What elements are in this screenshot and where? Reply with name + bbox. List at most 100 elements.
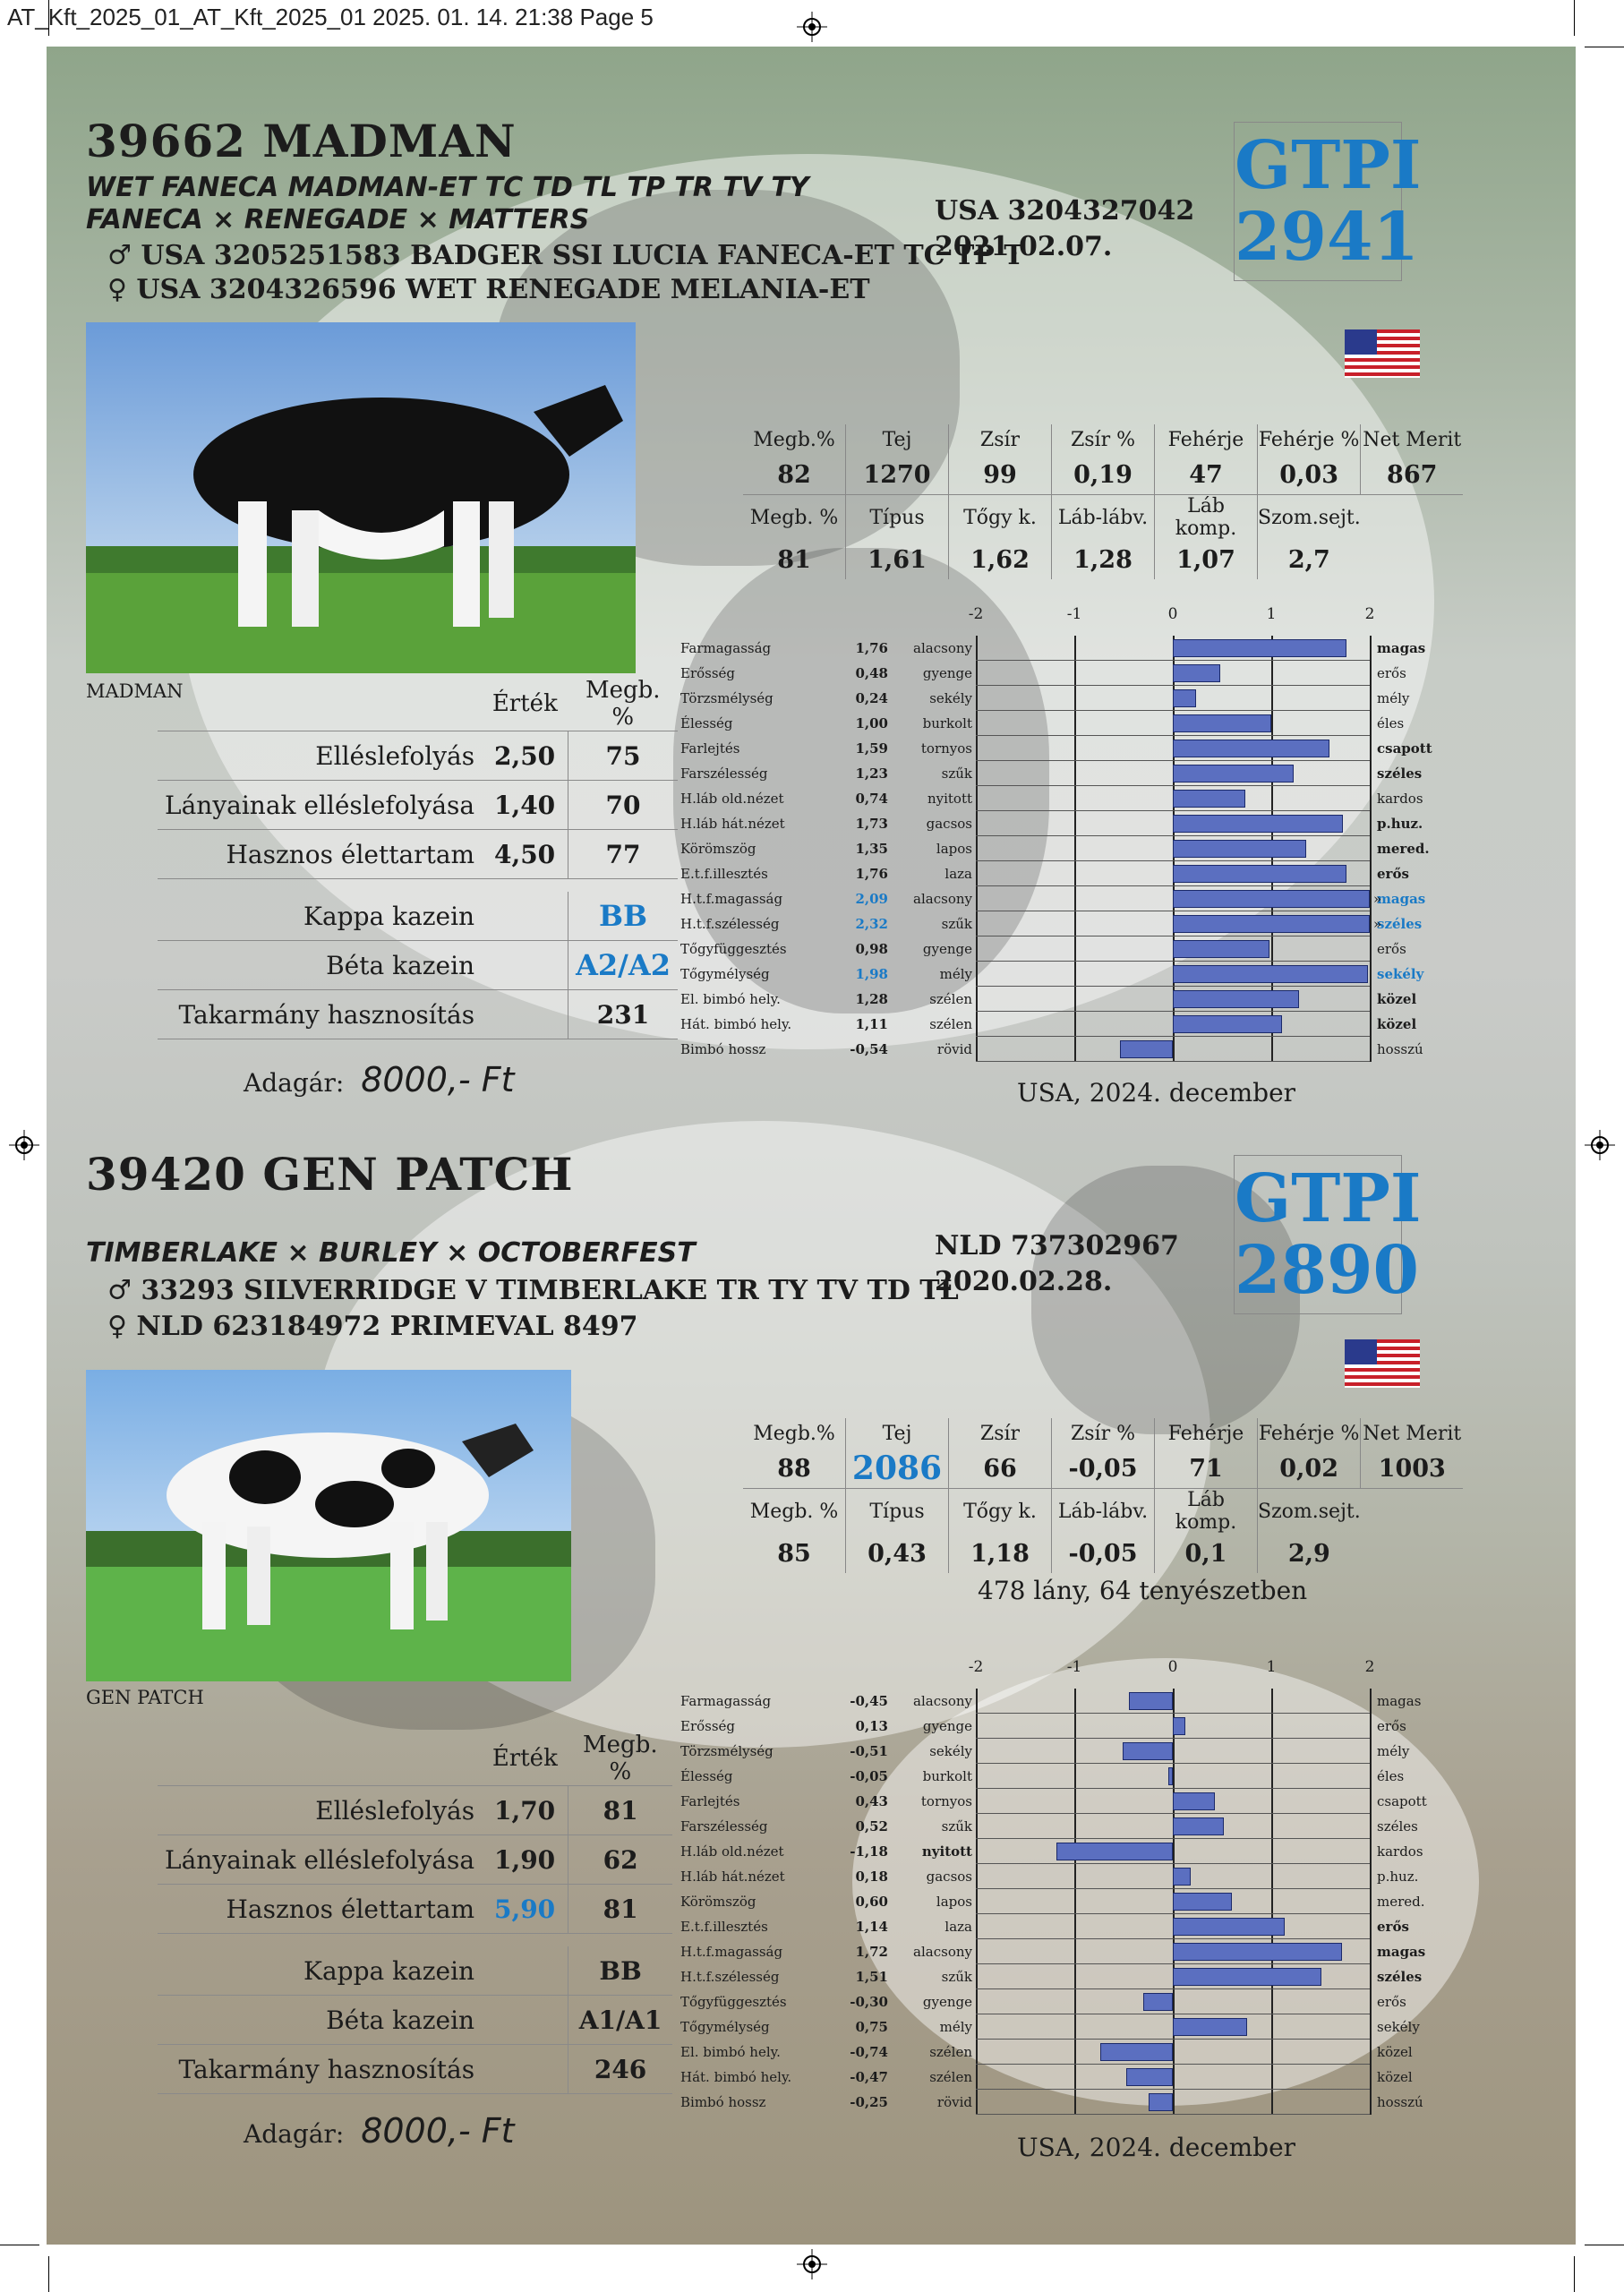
stat-value: 1003 [1360, 1449, 1464, 1489]
trait-low-label: rövid [936, 2094, 972, 2110]
stat-label: Fehérje % [1256, 1418, 1361, 1449]
row-divider [976, 1913, 1370, 1914]
stat-value: 0,43 [845, 1534, 949, 1573]
trait-name: H.t.f.szélesség [680, 1969, 780, 1985]
trait-value: 1,76 [855, 640, 888, 656]
trait-high-label: közel [1377, 991, 1417, 1007]
trait-value: 1,72 [855, 1944, 888, 1960]
spacer-cell [482, 940, 568, 990]
stat-label: Láb-lábv. [1051, 1488, 1155, 1534]
stat-label: Láb-lábv. [1051, 494, 1155, 540]
trait-row: Körömszög 0,60 lapos mered. [680, 1889, 1477, 1914]
crop-mark [1574, 2256, 1575, 2292]
trait-value: 0,98 [855, 941, 888, 957]
linear-chart-caption: USA, 2024. december [1017, 1078, 1296, 1108]
trait-row: Élesség 1,00 burkolt éles [680, 711, 1477, 736]
axis-tick-label: 0 [1167, 605, 1178, 623]
trait-bar [1173, 664, 1220, 682]
ev-percent: 70 [568, 780, 678, 830]
trait-value: -0,05 [850, 1768, 888, 1784]
spacer-cell [482, 1946, 568, 1996]
row-divider [976, 1763, 1370, 1764]
price-label: Adagár: [244, 1068, 345, 1098]
breeding-values-table: Érték Megb. % Elléslefolyás 2,50 75 Lányainak… [158, 677, 678, 1039]
trait-value: 1,23 [855, 765, 888, 782]
stat-value: 867 [1360, 455, 1464, 495]
trait-name: Farmagasság [680, 1693, 772, 1709]
ev-value: 1,70 [482, 1785, 568, 1835]
stat-value: 2,7 [1256, 540, 1361, 579]
trait-row: Tőgymélység 1,98 mély sekély [680, 962, 1477, 987]
grid-line [976, 1689, 978, 2115]
axis-tick-label: 2 [1364, 605, 1375, 623]
trait-low-label: szélen [929, 2069, 972, 2085]
trait-row: Tőgyfüggesztés 0,98 gyenge erős [680, 936, 1477, 962]
trait-high-label: magas [1377, 640, 1426, 656]
trait-high-label: p.huz. [1377, 816, 1423, 832]
grid-line [1271, 1689, 1273, 2115]
stat-value: 81 [777, 545, 811, 574]
stat-value: 71 [1154, 1449, 1258, 1489]
axis-tick-label: -1 [1066, 605, 1082, 623]
stat-label: Tőgy k. [948, 494, 1052, 540]
ev-percent: 81 [568, 1785, 673, 1835]
trait-low-label: alacsony [913, 1944, 972, 1960]
trait-name: H.t.f.szélesség [680, 916, 780, 932]
trait-row: H.t.f.szélesség 2,32 szűk széles» [680, 911, 1477, 936]
trait-bar [1173, 740, 1329, 757]
row-divider [976, 1938, 1370, 1939]
stat-value: 82 [743, 455, 846, 495]
trait-name: E.t.f.illesztés [680, 1919, 768, 1935]
row-divider [976, 1788, 1370, 1789]
axis-tick-label: 0 [1167, 1658, 1178, 1676]
production-stats-table: Megb.% Tej Zsír Zsír % Fehérje Fehérje % Net M… [743, 1418, 1464, 1573]
linear-chart-caption: USA, 2024. december [1017, 2133, 1296, 2162]
trait-low-label: szűk [941, 916, 972, 932]
overflow-marker: » [1373, 916, 1382, 932]
trait-row: Bimbó hossz -0,25 rövid hosszú [680, 2090, 1477, 2115]
trait-low-label: szélen [929, 2044, 972, 2060]
price: Adagár: 8000,- Ft [244, 1060, 515, 1099]
row-divider [976, 961, 1370, 962]
trait-low-label: gacsos [926, 1869, 972, 1885]
trait-value: 1,14 [855, 1919, 888, 1935]
trait-value: -1,18 [850, 1843, 888, 1860]
trait-bar [1167, 1767, 1173, 1785]
trait-bar [1099, 2043, 1173, 2061]
genetics-value: 246 [568, 2044, 673, 2094]
stat-value: 2,9 [1256, 1534, 1361, 1573]
trait-bar [1173, 1918, 1286, 1936]
trait-row: H.láb hát.nézet 1,73 gacsos p.huz. [680, 811, 1477, 836]
trait-row: H.láb old.nézet -1,18 nyitott kardos [680, 1839, 1477, 1864]
trait-bar [1056, 1843, 1173, 1860]
genetics-value: A1/A1 [568, 1995, 673, 2045]
trait-value: -0,45 [850, 1693, 888, 1709]
trait-high-label: kardos [1377, 1843, 1423, 1860]
bull-pedigree: TIMBERLAKE × BURLEY × OCTOBERFEST [86, 1237, 696, 1269]
genetics-label: Takarmány hasznosítás [158, 989, 483, 1039]
trait-low-label: szűk [941, 1818, 972, 1834]
trait-low-label: alacsony [913, 640, 972, 656]
row-divider [976, 1738, 1370, 1739]
trait-high-label: éles [1377, 1768, 1405, 1784]
row-divider [976, 810, 1370, 811]
trait-value: 1,76 [855, 866, 888, 882]
stat-value: 0,03 [1256, 455, 1361, 495]
genetics-value: A2/A2 [568, 940, 678, 990]
trait-name: Törzsmélység [680, 690, 774, 706]
sire-line: ♂ USA 3205251583 BADGER SSI LUCIA FANECA… [107, 240, 1024, 271]
trait-name: H.t.f.magasság [680, 891, 783, 907]
trait-name: Farszélesség [680, 765, 768, 782]
trait-high-label: hosszú [1377, 1041, 1423, 1057]
trait-low-label: sekély [929, 690, 972, 706]
gtpi-label: GTPI [1235, 1160, 1422, 1237]
stat-value: -0,05 [1051, 1449, 1155, 1489]
genetics-label: Béta kazein [158, 940, 483, 990]
spacer-cell [158, 677, 483, 731]
trait-low-label: sekély [929, 1743, 972, 1759]
trait-value: -0,51 [850, 1743, 888, 1759]
trait-row: El. bimbó hely. 1,28 szélen közel [680, 987, 1477, 1012]
trait-high-label: p.huz. [1377, 1869, 1419, 1885]
crop-mark [48, 0, 49, 36]
registration-block: NLD 737302967 2020.02.28. [935, 1228, 1179, 1300]
